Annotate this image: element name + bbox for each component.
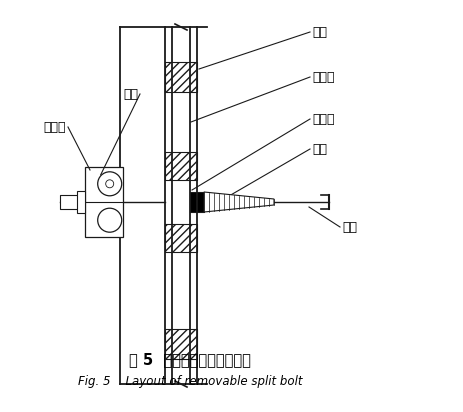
Text: 图 5  可拆卸式对拉螺栓示意: 图 5 可拆卸式对拉螺栓示意 [129,353,250,368]
Text: 螺栓: 螺栓 [341,220,356,234]
Circle shape [106,180,113,188]
Bar [85,167,123,237]
Text: 支模扣: 支模扣 [44,120,66,133]
Bar [77,191,85,213]
Bar [189,192,204,212]
Text: 螺母: 螺母 [311,143,326,155]
Circle shape [98,172,121,196]
Bar [165,152,197,180]
Bar [165,329,197,359]
Text: 方木: 方木 [311,26,326,38]
Text: 胶合板: 胶合板 [311,70,334,84]
Text: 钢管: 钢管 [123,87,138,101]
Circle shape [98,208,121,232]
Bar [165,224,197,252]
Text: Fig. 5    Layout of removable split bolt: Fig. 5 Layout of removable split bolt [78,375,301,389]
Bar [60,195,80,209]
Bar [165,62,197,92]
Text: 橡皮垫: 橡皮垫 [311,112,334,126]
Polygon shape [204,192,274,212]
